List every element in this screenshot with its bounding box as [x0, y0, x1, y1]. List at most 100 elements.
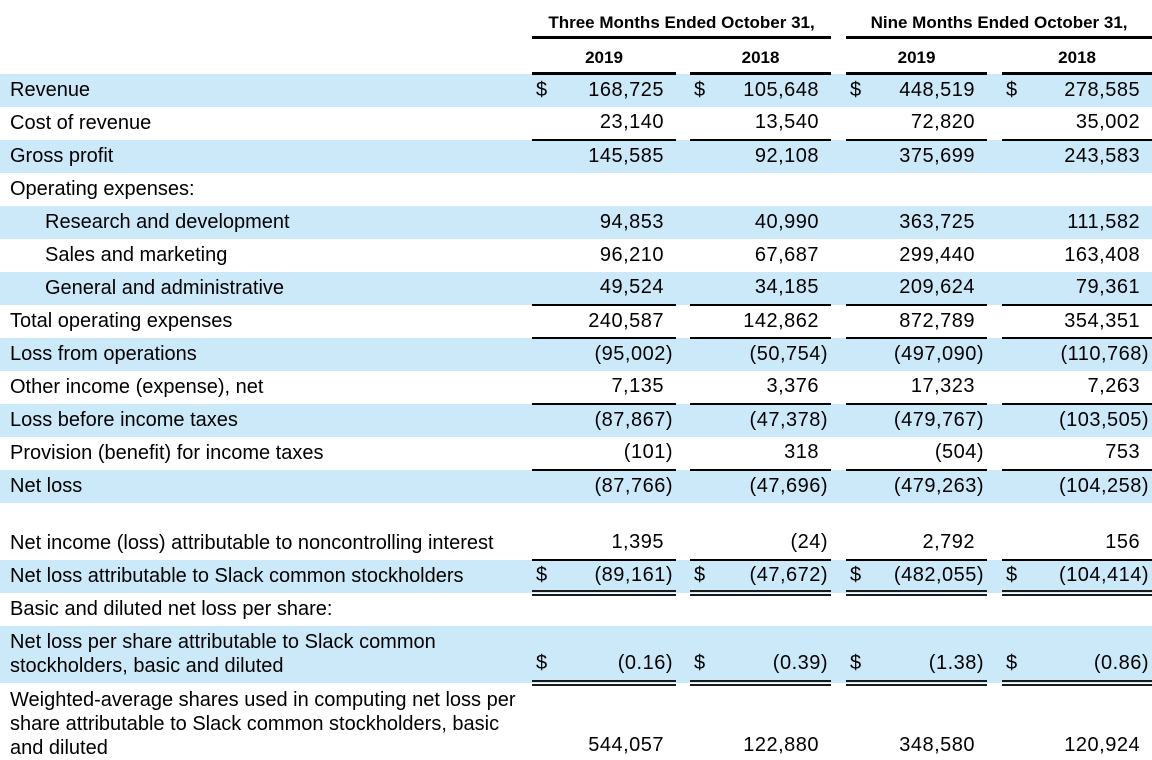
period-group-header-three-months: Three Months Ended October 31,: [532, 0, 832, 39]
column-gap: [987, 593, 1002, 626]
currency-symbol: $: [690, 625, 716, 686]
currency-symbol: [1002, 403, 1029, 437]
value-cell: (101): [558, 436, 676, 471]
value-cell: (24): [716, 502, 832, 561]
currency-symbol: [532, 502, 558, 561]
value-cell: 448,519: [872, 73, 988, 107]
column-gap: [831, 271, 847, 305]
currency-symbol: [846, 271, 873, 306]
value-cell: [872, 173, 987, 206]
value-cell: (95,002): [558, 337, 676, 371]
currency-symbol: [532, 239, 558, 272]
column-gap: [987, 139, 1003, 173]
currency-symbol: [1002, 337, 1029, 371]
table-header: Three Months Ended October 31, Nine Mont…: [0, 0, 1152, 75]
value-cell: [558, 593, 676, 626]
currency-symbol: $: [532, 559, 558, 596]
period-group-header-row: Three Months Ended October 31, Nine Mont…: [0, 0, 1152, 39]
column-gap: [987, 403, 1003, 437]
currency-symbol: [532, 337, 558, 371]
table-body: Revenue $168,725 $105,648 $448,519 $278,585 C…: [0, 73, 1152, 760]
column-gap: [831, 503, 846, 560]
currency-symbol: $: [532, 625, 558, 686]
table-row: Research and development 94,853 40,990 363,…: [0, 205, 1152, 239]
value-cell: 40,990: [716, 205, 832, 239]
currency-symbol: [1002, 271, 1029, 306]
currency-symbol: [846, 173, 872, 206]
currency-symbol: [532, 139, 558, 173]
value-cell: 209,624: [872, 271, 988, 306]
column-gap: [676, 469, 690, 503]
column-gap: [676, 371, 690, 404]
value-cell: 544,057: [558, 682, 676, 760]
value-cell: 354,351: [1028, 304, 1152, 339]
currency-symbol: [1002, 593, 1028, 626]
currency-symbol: [846, 502, 873, 561]
column-gap: [831, 593, 846, 626]
table-row: General and administrative 49,524 34,185 20…: [0, 271, 1152, 306]
currency-symbol: [532, 370, 558, 405]
column-gap: [676, 683, 690, 760]
year-header: 2018: [690, 37, 832, 75]
currency-symbol: [1002, 469, 1029, 503]
value-cell: 105,648: [716, 73, 832, 107]
column-gap: [831, 107, 846, 140]
value-cell: (497,090): [872, 337, 988, 371]
currency-symbol: [846, 682, 873, 760]
currency-symbol: $: [1002, 559, 1029, 596]
currency-symbol: [846, 106, 873, 141]
column-gap: [831, 403, 847, 437]
currency-symbol: $: [846, 625, 873, 686]
currency-symbol: [846, 205, 873, 239]
currency-symbol: [846, 139, 873, 173]
value-cell: (504): [872, 436, 988, 471]
value-cell: (50,754): [716, 337, 832, 371]
row-label: Net income (loss) attributable to noncon…: [10, 531, 494, 554]
value-cell: 299,440: [899, 243, 976, 266]
value-cell: (47,378): [716, 403, 832, 437]
column-gap: [676, 271, 690, 305]
value-cell: [716, 593, 831, 626]
value-cell: (89,161): [558, 559, 676, 596]
currency-symbol: [1002, 239, 1028, 272]
year-header: 2019: [532, 37, 676, 75]
column-gap: [831, 437, 846, 470]
column-gap: [987, 371, 1002, 404]
value-cell: 79,361: [1028, 271, 1152, 306]
row-label: Gross profit: [0, 139, 532, 173]
column-gap: [676, 239, 690, 272]
value-cell: [558, 173, 676, 206]
column-gap: [831, 625, 847, 683]
value-cell: (110,768): [1028, 337, 1152, 371]
currency-symbol: [846, 370, 873, 405]
table-row: Other income (expense), net 7,135 3,376 17,…: [0, 370, 1152, 405]
value-cell: (104,258): [1028, 469, 1152, 503]
currency-symbol: $: [690, 559, 716, 596]
value-cell: (87,766): [558, 469, 676, 503]
currency-symbol: [690, 337, 716, 371]
currency-symbol: [690, 239, 716, 272]
column-gap: [831, 469, 847, 503]
value-cell: 156: [1028, 502, 1152, 561]
currency-symbol: [532, 593, 558, 626]
value-cell: 67,687: [754, 243, 820, 266]
column-gap: [987, 559, 1003, 593]
value-cell: 35,002: [1028, 106, 1152, 141]
currency-symbol: [690, 403, 716, 437]
table-row: Provision (benefit) for income taxes (101…: [0, 436, 1152, 471]
row-label: Operating expenses:: [10, 177, 195, 200]
column-gap: [831, 38, 846, 74]
currency-symbol: $: [532, 73, 558, 107]
value-cell: (0.16): [558, 625, 676, 686]
column-gap: [831, 371, 846, 404]
table-row: Loss from operations (95,002) (50,754) (497…: [0, 337, 1152, 371]
currency-symbol: [846, 436, 873, 471]
currency-symbol: [690, 502, 716, 561]
value-cell: (87,867): [558, 403, 676, 437]
row-label: Research and development: [0, 205, 532, 239]
currency-symbol: [1002, 106, 1029, 141]
row-label: Revenue: [0, 73, 532, 107]
currency-symbol: [532, 173, 558, 206]
table-row: Net loss attributable to Slack common st…: [0, 559, 1152, 596]
